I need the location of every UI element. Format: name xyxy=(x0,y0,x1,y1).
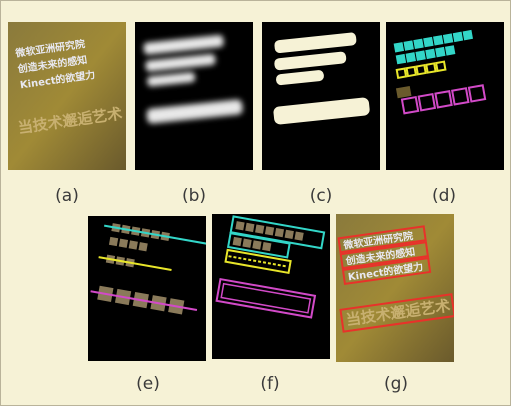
caption-e: (e) xyxy=(136,374,160,394)
caption-b: (b) xyxy=(181,186,207,206)
caption-g: (g) xyxy=(383,374,409,394)
panel-b-response-map xyxy=(135,22,253,170)
caption-c: (c) xyxy=(309,186,333,206)
panel-g-final-detection: 微软亚洲研究院 创造未来的感知 Kinect的欲望力 当技术邂逅艺术 xyxy=(336,214,454,362)
panel-d-character-boxes xyxy=(386,22,504,170)
panel-e-line-fitting xyxy=(88,216,206,361)
caption-f: (f) xyxy=(260,374,280,394)
caption-d: (d) xyxy=(431,186,457,206)
panel-c-binary-mask xyxy=(262,22,380,170)
panel-a-photo: 微软亚洲研究院 创造未来的感知 Kinect的欲望力 当技术邂逅艺术 xyxy=(8,22,126,170)
panel-f-line-boxes xyxy=(212,214,330,359)
caption-a: (a) xyxy=(55,186,79,206)
